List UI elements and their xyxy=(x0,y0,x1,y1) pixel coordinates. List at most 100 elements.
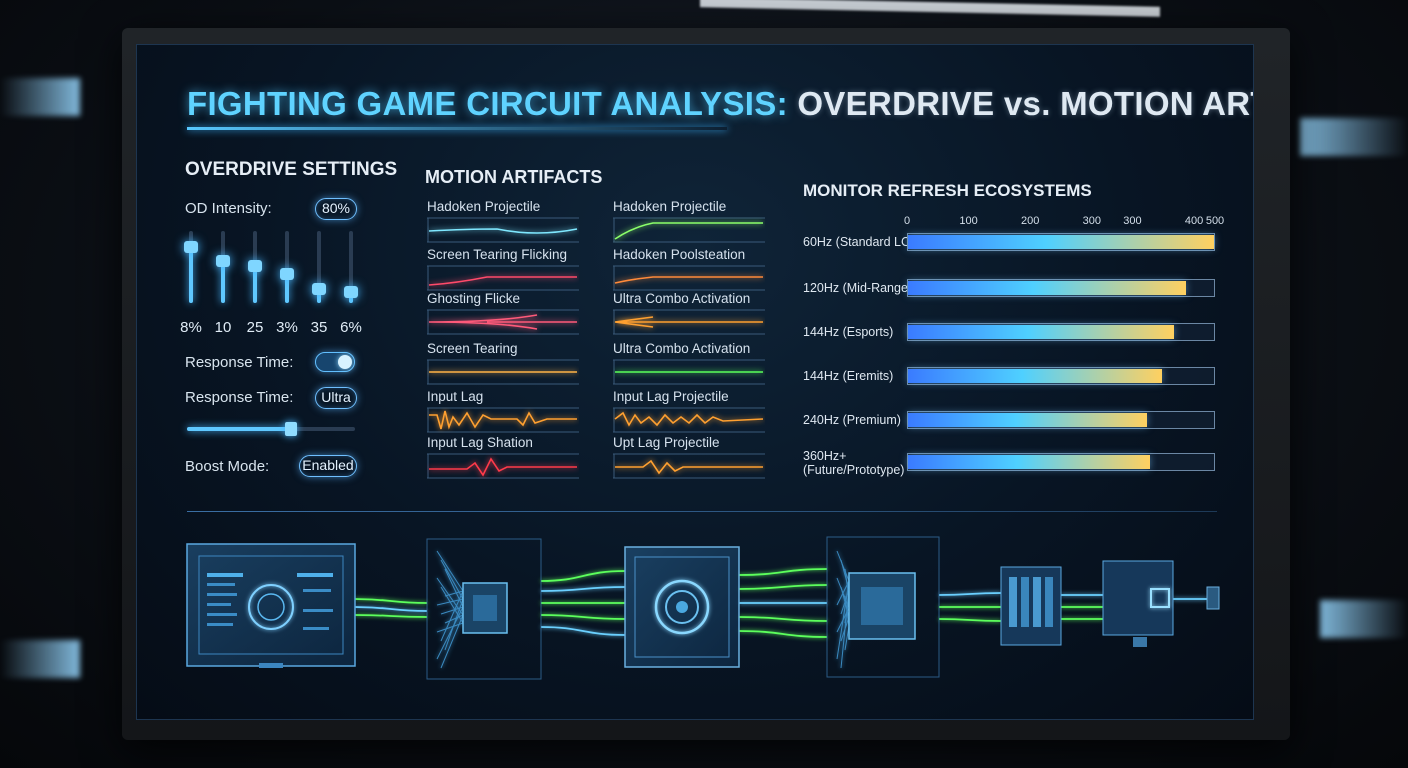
monitor-screen: FIGHTING GAME CIRCUIT ANALYSIS: OVERDRIV… xyxy=(136,44,1254,720)
od-slider-knob[interactable] xyxy=(312,282,326,295)
axis-tick: 300 xyxy=(1082,215,1101,227)
signal-trace xyxy=(540,570,626,582)
od-slider-3[interactable] xyxy=(248,231,262,303)
od-slider-5[interactable] xyxy=(312,231,326,303)
axis-tick: 300 xyxy=(1123,215,1142,227)
chip-lead xyxy=(436,550,464,592)
toggle-knob xyxy=(338,355,352,369)
title-part-2: OVERDRIVE vs. MOTION ARTIFACTS xyxy=(797,85,1253,122)
refresh-bar-fill xyxy=(908,455,1150,469)
response-slider-knob[interactable] xyxy=(285,422,298,436)
refresh-bar-fill xyxy=(908,413,1147,427)
monitor-panel-icon xyxy=(186,543,356,668)
od-slider-fill xyxy=(253,265,257,303)
signal-trace xyxy=(738,616,828,622)
circuit-diagram xyxy=(186,536,1220,680)
od-slider-fill xyxy=(189,246,193,303)
od-slider-knob[interactable] xyxy=(280,268,294,281)
signal-trace xyxy=(540,626,626,636)
boost-mode-value[interactable]: Enabled xyxy=(299,455,357,477)
od-slider-value: 3% xyxy=(276,319,298,336)
artifact-label: Ultra Combo Activation xyxy=(613,341,751,356)
od-slider-value: 35 xyxy=(310,319,328,336)
response-time-mode-value[interactable]: Ultra xyxy=(315,387,357,409)
signal-trace xyxy=(738,630,828,638)
wall-light-left-top xyxy=(0,78,80,116)
od-slider-knob[interactable] xyxy=(184,240,198,253)
refresh-heading: MONITOR REFRESH ECOSYSTEMS xyxy=(803,181,1092,200)
refresh-rate-label: 60Hz (Standard LCD) xyxy=(803,235,923,249)
od-slider-6[interactable] xyxy=(344,231,358,303)
artifact-label: Input Lag Projectile xyxy=(613,389,729,404)
response-slider-fill xyxy=(187,427,292,431)
od-slider-2[interactable] xyxy=(216,231,230,303)
chip-lead xyxy=(444,568,464,608)
signal-trace xyxy=(354,614,428,618)
boost-mode-label: Boost Mode: xyxy=(185,458,270,475)
artifact-waveform xyxy=(427,453,579,479)
refresh-bar-fill xyxy=(908,281,1187,295)
artifact-label: Ultra Combo Activation xyxy=(613,291,751,306)
artifact-waveform xyxy=(613,407,765,433)
response-time-slider[interactable] xyxy=(187,422,355,436)
artifact-label: Hadoken Projectile xyxy=(427,199,541,214)
wall-light-right-top xyxy=(1300,118,1408,156)
refresh-rate-label: 120Hz (Mid-Range) xyxy=(803,281,912,295)
refresh-rate-name: 144Hz (Eremits) xyxy=(803,369,894,383)
artifact-waveform xyxy=(427,309,579,335)
refresh-rate-label: 144Hz (Esports) xyxy=(803,325,893,339)
chip-lead xyxy=(436,606,464,660)
response-time-toggle[interactable] xyxy=(315,352,355,372)
section-divider xyxy=(187,511,1217,512)
refresh-rate-name: 360Hz+ xyxy=(803,449,847,463)
od-slider-fill xyxy=(285,274,289,303)
refresh-rate-name: 240Hz (Premium) xyxy=(803,413,901,427)
title-part-1: FIGHTING GAME CIRCUIT ANALYSIS: xyxy=(187,85,788,122)
artifact-label: Screen Tearing Flicking xyxy=(427,247,568,262)
refresh-bar-fill xyxy=(908,235,1214,249)
artifact-waveform xyxy=(427,265,579,291)
ceiling-light xyxy=(700,0,1160,17)
chip-lead xyxy=(444,614,464,624)
od-intensity-label: OD Intensity: xyxy=(185,200,272,217)
signal-trace xyxy=(738,568,828,576)
memory-chip-icon xyxy=(826,536,940,678)
signal-trace xyxy=(354,598,428,604)
display-controller-icon xyxy=(624,546,740,668)
od-slider-knob[interactable] xyxy=(216,255,230,268)
chip-lead xyxy=(840,559,850,591)
axis-tick: 400 xyxy=(1184,215,1204,227)
artifact-label: Input Lag Shation xyxy=(427,435,533,450)
signal-trace xyxy=(540,586,626,592)
od-intensity-value[interactable]: 80% xyxy=(315,198,357,220)
chip-lead xyxy=(840,589,850,669)
axis-tick: 100 xyxy=(959,215,978,227)
io-port-icon xyxy=(1000,566,1062,646)
refresh-rate-name: 60Hz (Standard LCD) xyxy=(803,235,924,249)
od-slider-value: 25 xyxy=(246,319,264,336)
artifact-label: Input Lag xyxy=(427,389,484,404)
page-title: FIGHTING GAME CIRCUIT ANALYSIS: OVERDRIV… xyxy=(187,85,1253,123)
overdrive-heading: OVERDRIVE SETTINGS xyxy=(185,159,398,180)
motion-artifacts-heading: MOTION ARTIFACTS xyxy=(425,167,603,187)
od-slider-fill xyxy=(221,261,225,303)
od-slider-knob[interactable] xyxy=(248,259,262,272)
processor-chip-icon xyxy=(426,538,542,680)
signal-trace xyxy=(738,584,828,590)
response-time-mode-label: Response Time: xyxy=(185,389,294,406)
artifact-label: Hadoken Projectile xyxy=(613,199,727,214)
od-slider-4[interactable] xyxy=(280,231,294,303)
od-slider-knob[interactable] xyxy=(344,286,358,299)
artifact-waveform xyxy=(613,309,765,335)
artifact-waveform xyxy=(613,217,765,243)
od-slider-value: 10 xyxy=(214,319,232,336)
response-time-label: Response Time: xyxy=(185,354,294,371)
artifact-waveform xyxy=(427,359,579,385)
refresh-rate-label: 144Hz (Eremits) xyxy=(803,369,893,383)
refresh-bar-track xyxy=(907,233,1215,251)
wall-light-left-bottom xyxy=(0,640,80,678)
od-slider-1[interactable] xyxy=(184,231,198,303)
refresh-bar-track xyxy=(907,411,1215,429)
refresh-bar-fill xyxy=(908,369,1162,383)
axis-tick: 200 xyxy=(1021,215,1040,227)
